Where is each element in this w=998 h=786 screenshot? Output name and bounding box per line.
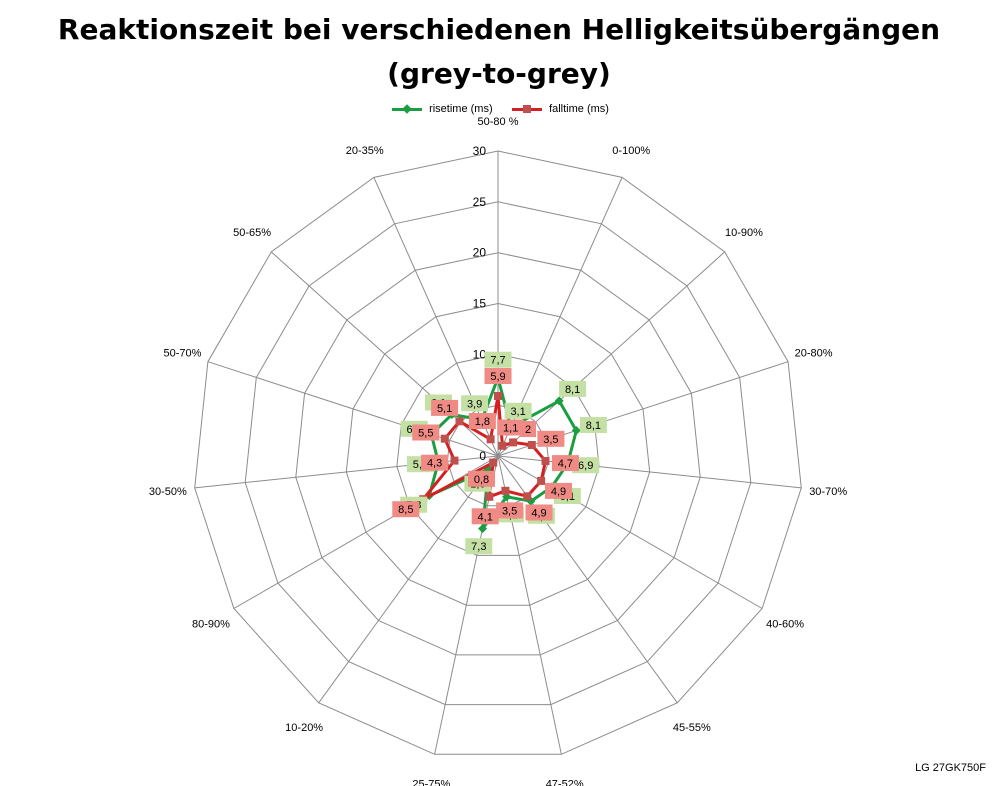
data-label-text: 5,9 — [490, 371, 505, 383]
data-point-falltime — [494, 392, 502, 400]
category-label: 50-65% — [233, 227, 271, 239]
data-label-text: 8,1 — [586, 420, 601, 432]
data-label-risetime: 7,7 — [485, 352, 512, 368]
data-label-text: 7,3 — [471, 541, 486, 553]
data-label-text: 7,7 — [490, 355, 505, 367]
data-point-falltime — [451, 457, 459, 465]
data-label-falltime: 4,9 — [526, 505, 553, 521]
data-label-falltime: 3,5 — [496, 502, 523, 518]
data-label-falltime: 3,5 — [537, 431, 564, 447]
data-label-risetime: 7,3 — [465, 538, 492, 554]
data-label-text: 4,1 — [478, 511, 493, 523]
data-label-text: 8,5 — [398, 504, 413, 516]
data-label-falltime: 1,8 — [469, 413, 496, 429]
category-label: 30-70% — [809, 486, 847, 498]
category-label: 10-20% — [285, 722, 323, 734]
data-label-text: 3,5 — [543, 434, 558, 446]
category-label: 80-90% — [192, 619, 230, 631]
data-point-falltime — [528, 441, 536, 449]
radar-grid — [195, 151, 802, 754]
data-label-text: 5,5 — [418, 428, 433, 440]
category-label: 50-70% — [163, 348, 201, 360]
data-label-text: 6,9 — [578, 460, 593, 472]
data-label-falltime: 5,5 — [412, 425, 439, 441]
data-label-text: 4,7 — [558, 458, 573, 470]
data-label-risetime: 3,1 — [505, 403, 532, 419]
radial-tick-label: 0 — [479, 449, 486, 463]
radial-tick-label: 20 — [473, 246, 487, 260]
data-label-text: 5,1 — [437, 403, 452, 415]
data-label-risetime: 8,1 — [559, 381, 586, 397]
category-label: 40-60% — [766, 619, 804, 631]
data-label-falltime: 0,8 — [468, 471, 495, 487]
data-label-risetime: 3,9 — [461, 395, 488, 411]
data-point-falltime — [501, 487, 509, 495]
data-label-falltime: 4,3 — [421, 455, 448, 471]
data-point-falltime — [542, 457, 550, 465]
data-label-text: 0,8 — [474, 474, 489, 486]
radial-tick-label: 25 — [473, 195, 487, 209]
data-label-falltime: 4,1 — [472, 508, 499, 524]
footnote: LG 27GK750F — [915, 762, 986, 774]
data-point-falltime — [537, 477, 545, 485]
data-label-falltime: 2 — [520, 421, 536, 437]
data-label-falltime: 5,9 — [485, 368, 512, 384]
data-point-falltime — [523, 492, 531, 500]
data-label-falltime: 4,9 — [545, 483, 572, 499]
data-label-text: 4,9 — [551, 486, 566, 498]
data-label-text: 1,1 — [503, 423, 518, 435]
category-label: 20-35% — [346, 145, 384, 157]
grid-spoke-10 — [234, 456, 498, 609]
grid-spoke-9 — [319, 456, 498, 703]
category-label: 0-100% — [612, 145, 650, 157]
data-label-text: 1,8 — [475, 416, 490, 428]
data-label-falltime: 5,1 — [431, 400, 458, 416]
data-point-falltime — [487, 435, 495, 443]
data-label-text: 2 — [525, 424, 531, 436]
data-label-falltime: 8,5 — [392, 501, 419, 517]
data-label-text: 3,9 — [467, 398, 482, 410]
category-label: 47-52% — [546, 779, 584, 786]
data-point-falltime — [441, 435, 449, 443]
radial-tick-label: 30 — [473, 144, 487, 158]
data-point-falltime — [499, 442, 507, 450]
radial-tick-label: 15 — [473, 297, 487, 311]
data-point-falltime — [489, 459, 497, 467]
data-label-text: 3,1 — [510, 406, 525, 418]
category-label: 10-90% — [725, 227, 763, 239]
data-label-text: 8,1 — [565, 384, 580, 396]
radial-tick-label: 10 — [473, 347, 487, 361]
category-label: 25-75% — [412, 779, 450, 786]
category-label: 45-55% — [673, 722, 711, 734]
data-label-falltime: 4,7 — [552, 455, 579, 471]
data-point-falltime — [485, 493, 493, 501]
category-label: 20-80% — [795, 348, 833, 360]
data-label-text: 4,3 — [427, 458, 442, 470]
data-label-risetime: 8,1 — [580, 417, 607, 433]
data-label-text: 3,5 — [502, 505, 517, 517]
data-point-falltime — [509, 438, 517, 446]
category-label: 30-50% — [149, 486, 187, 498]
data-point-falltime — [456, 417, 464, 425]
category-label: 50-80 % — [478, 116, 519, 128]
data-label-text: 4,9 — [531, 508, 546, 520]
